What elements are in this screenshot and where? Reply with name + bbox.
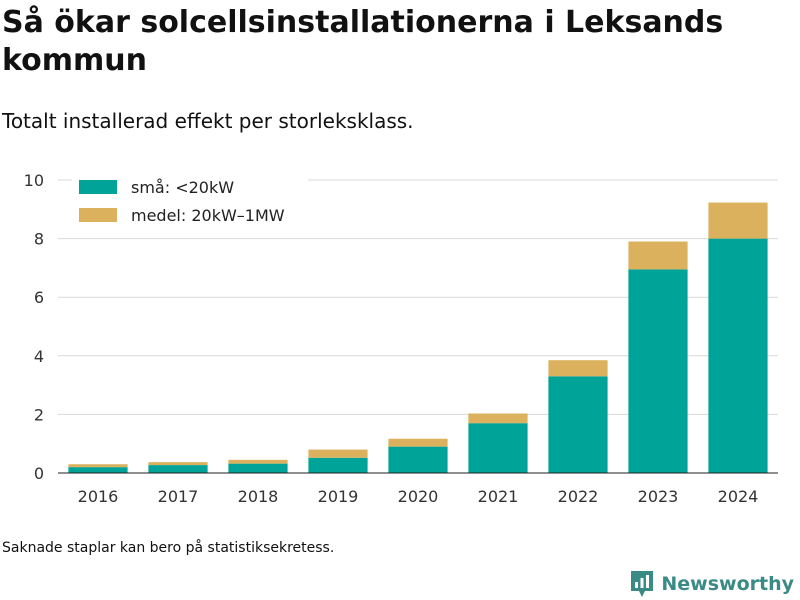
footnote: Saknade staplar kan bero på statistiksek…	[2, 540, 335, 556]
bar-medium	[708, 202, 768, 239]
bar-small	[308, 457, 368, 473]
bar-small	[148, 465, 208, 473]
bar-medium	[468, 413, 528, 424]
legend-label: medel: 20kW–1MW	[131, 206, 285, 225]
x-tick-label: 2018	[238, 487, 279, 506]
x-tick-label: 2021	[478, 487, 519, 506]
legend-swatch	[79, 180, 117, 194]
bar-medium	[548, 360, 608, 377]
bar-medium	[628, 241, 688, 270]
bar-small	[548, 376, 608, 473]
stacked-bar-chart: 0 2 4 6 8 10 2016 2017 2018 2019 2020 2021 2022 2023 2…	[24, 171, 778, 506]
bar-small	[468, 423, 528, 473]
y-tick-label: 10	[24, 171, 44, 190]
x-tick-label: 2020	[398, 487, 439, 506]
bar-small	[388, 446, 448, 473]
chart-subtitle: Totalt installerad effekt per storlekskl…	[2, 109, 414, 133]
legend-swatch	[79, 208, 117, 222]
bar-medium	[68, 464, 128, 468]
x-tick-label: 2019	[318, 487, 359, 506]
bar-small	[68, 467, 128, 473]
legend-label: små: <20kW	[131, 178, 234, 197]
bar-small	[628, 269, 688, 473]
y-tick-label: 0	[34, 464, 44, 483]
x-tick-label: 2023	[638, 487, 679, 506]
brand-name: Newsworthy	[661, 573, 794, 595]
y-tick-label: 8	[34, 230, 44, 249]
y-tick-label: 6	[34, 288, 44, 307]
bar-medium	[308, 449, 368, 458]
brand-logo: Newsworthy	[629, 568, 794, 600]
bar-medium	[228, 459, 288, 464]
bar-small	[228, 463, 288, 473]
newsworthy-logo-icon	[631, 571, 654, 597]
y-tick-label: 2	[34, 405, 44, 424]
x-tick-label: 2024	[718, 487, 759, 506]
y-tick-label: 4	[34, 347, 44, 366]
chart-title: Så ökar solcellsinstallationerna i Leksa…	[2, 5, 724, 78]
x-tick-label: 2016	[78, 487, 119, 506]
bar-small	[708, 238, 768, 473]
bar-medium	[148, 462, 208, 466]
bar-medium	[388, 438, 448, 447]
x-tick-label: 2017	[158, 487, 199, 506]
x-tick-label: 2022	[558, 487, 599, 506]
